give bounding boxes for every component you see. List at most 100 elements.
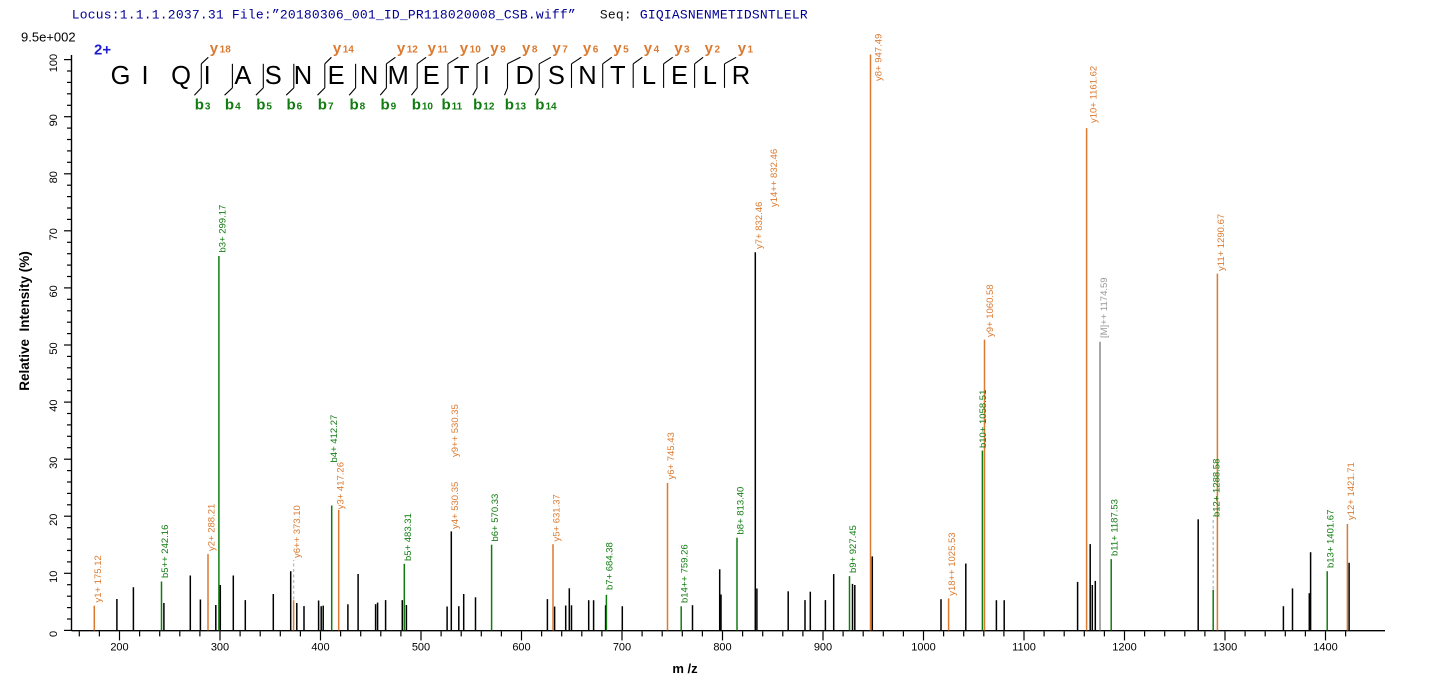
svg-text:S: S <box>265 62 282 90</box>
svg-text:y12+ 1421.71: y12+ 1421.71 <box>1346 462 1357 520</box>
svg-text:1100: 1100 <box>1012 642 1036 654</box>
svg-text:50: 50 <box>48 342 60 354</box>
svg-text:y14++ 832.46: y14++ 832.46 <box>769 149 780 207</box>
svg-text:b6: b6 <box>287 96 303 113</box>
svg-text:b5: b5 <box>256 96 272 113</box>
svg-text:y10+ 1161.62: y10+ 1161.62 <box>1089 66 1100 123</box>
svg-text:L: L <box>642 62 656 90</box>
svg-text:E: E <box>328 62 345 90</box>
svg-text:y2+ 288.21: y2+ 288.21 <box>207 504 218 551</box>
svg-text:[M]++ 1174.59: [M]++ 1174.59 <box>1099 277 1110 338</box>
svg-text:y10: y 10 <box>460 40 481 57</box>
svg-text:b7: b7 <box>318 96 334 113</box>
svg-text:I: I <box>141 62 148 90</box>
svg-text:b5+ 483.31: b5+ 483.31 <box>403 513 414 561</box>
svg-text:80: 80 <box>48 171 60 183</box>
svg-text:y4+ 530.35: y4+ 530.35 <box>450 482 461 529</box>
svg-text:b13: b13 <box>505 96 527 113</box>
svg-text:I: I <box>483 62 490 90</box>
svg-text:b8: b8 <box>350 96 366 113</box>
svg-text:y18++ 1025.53: y18++ 1025.53 <box>947 532 958 595</box>
svg-text:G: G <box>111 62 131 90</box>
svg-text:90: 90 <box>48 114 60 126</box>
svg-text:y11: y 11 <box>428 40 449 57</box>
svg-text:60: 60 <box>48 285 60 297</box>
svg-text:b8+ 813.40: b8+ 813.40 <box>736 487 747 535</box>
svg-text:y8+ 947.49: y8+ 947.49 <box>874 34 885 81</box>
svg-text:y6+ 745.43: y6+ 745.43 <box>666 432 677 479</box>
svg-text:500: 500 <box>412 642 430 654</box>
svg-text:y9++ 530.35: y9++ 530.35 <box>450 404 461 457</box>
svg-text:T: T <box>610 62 626 90</box>
svg-text:b11+ 1187.53: b11+ 1187.53 <box>1110 499 1121 556</box>
svg-text:400: 400 <box>311 642 329 654</box>
svg-text:y11+ 1290.67: y11+ 1290.67 <box>1216 214 1227 271</box>
svg-text:600: 600 <box>512 642 530 654</box>
svg-text:0: 0 <box>48 631 60 637</box>
svg-text:y1: y1 <box>738 40 754 57</box>
svg-text:b10+ 1058.51: b10+ 1058.51 <box>978 390 989 448</box>
svg-text:1400: 1400 <box>1313 642 1337 654</box>
svg-text:m /z: m /z <box>672 661 698 676</box>
svg-text:y6: y6 <box>583 40 599 57</box>
svg-text:70: 70 <box>48 228 60 240</box>
svg-text:b13+ 1401.67: b13+ 1401.67 <box>1326 510 1337 568</box>
svg-text:S: S <box>548 62 565 90</box>
svg-text:y12: y 12 <box>397 40 418 57</box>
svg-text:b3+ 299.17: b3+ 299.17 <box>217 205 228 253</box>
svg-text:1000: 1000 <box>911 642 935 654</box>
svg-text:b14++ 759.26: b14++ 759.26 <box>680 544 691 603</box>
svg-text:b9+ 927.45: b9+ 927.45 <box>848 525 859 573</box>
svg-text:20: 20 <box>48 514 60 526</box>
svg-text:E: E <box>671 62 688 90</box>
svg-text:A: A <box>234 62 251 90</box>
svg-text:y14: y 14 <box>333 40 354 57</box>
svg-text:700: 700 <box>613 642 631 654</box>
svg-text:y2: y2 <box>705 40 721 57</box>
svg-text:y4: y4 <box>644 40 660 57</box>
svg-text:y5+ 631.37: y5+ 631.37 <box>552 494 563 541</box>
svg-text:y1+ 175.12: y1+ 175.12 <box>93 555 104 602</box>
svg-text:Locus:1.1.1.2037.31 File:”2018: Locus:1.1.1.2037.31 File:”20180306_001_I… <box>72 8 808 23</box>
svg-text:40: 40 <box>48 399 60 411</box>
svg-text:D: D <box>515 62 533 90</box>
svg-text:2+: 2+ <box>94 42 111 59</box>
svg-text:b11: b11 <box>442 96 463 113</box>
svg-text:T: T <box>454 62 470 90</box>
svg-text:y7+ 832.46: y7+ 832.46 <box>754 202 765 249</box>
svg-text:y3+ 417.26: y3+ 417.26 <box>336 462 347 509</box>
svg-text:1300: 1300 <box>1213 642 1237 654</box>
svg-text:L: L <box>703 62 717 90</box>
svg-text:E: E <box>423 62 440 90</box>
svg-text:y18: y 18 <box>210 40 231 57</box>
svg-text:y8: y8 <box>522 40 538 57</box>
svg-text:N: N <box>294 62 312 90</box>
svg-text:9.5e+002: 9.5e+002 <box>21 30 76 45</box>
svg-text:1200: 1200 <box>1112 642 1136 654</box>
svg-text:y6++ 373.10: y6++ 373.10 <box>292 505 303 558</box>
svg-text:Q: Q <box>171 62 191 90</box>
svg-text:y9: y9 <box>490 40 506 57</box>
svg-text:y5: y5 <box>613 40 629 57</box>
svg-text:N: N <box>578 62 596 90</box>
svg-text:b3: b3 <box>195 96 211 113</box>
svg-text:I: I <box>204 62 211 90</box>
svg-text:b7+ 684.38: b7+ 684.38 <box>605 542 616 590</box>
svg-text:200: 200 <box>110 642 128 654</box>
svg-text:30: 30 <box>48 457 60 469</box>
svg-text:b4+ 412.27: b4+ 412.27 <box>329 415 340 463</box>
svg-text:M: M <box>388 62 409 90</box>
svg-text:900: 900 <box>814 642 832 654</box>
svg-text:b9: b9 <box>381 96 397 113</box>
svg-text:N: N <box>360 62 378 90</box>
svg-text:100: 100 <box>48 54 60 72</box>
svg-text:b6+ 570.33: b6+ 570.33 <box>490 494 501 542</box>
svg-text:800: 800 <box>713 642 731 654</box>
svg-text:b12+ 1288.58: b12+ 1288.58 <box>1212 459 1223 517</box>
svg-text:b14: b14 <box>535 96 557 113</box>
svg-text:300: 300 <box>211 642 229 654</box>
svg-text:Relative Intensity (%): Relative Intensity (%) <box>17 251 32 391</box>
svg-text:y7: y7 <box>552 40 568 57</box>
svg-text:y9+ 1060.58: y9+ 1060.58 <box>985 284 996 337</box>
svg-text:10: 10 <box>48 571 60 583</box>
